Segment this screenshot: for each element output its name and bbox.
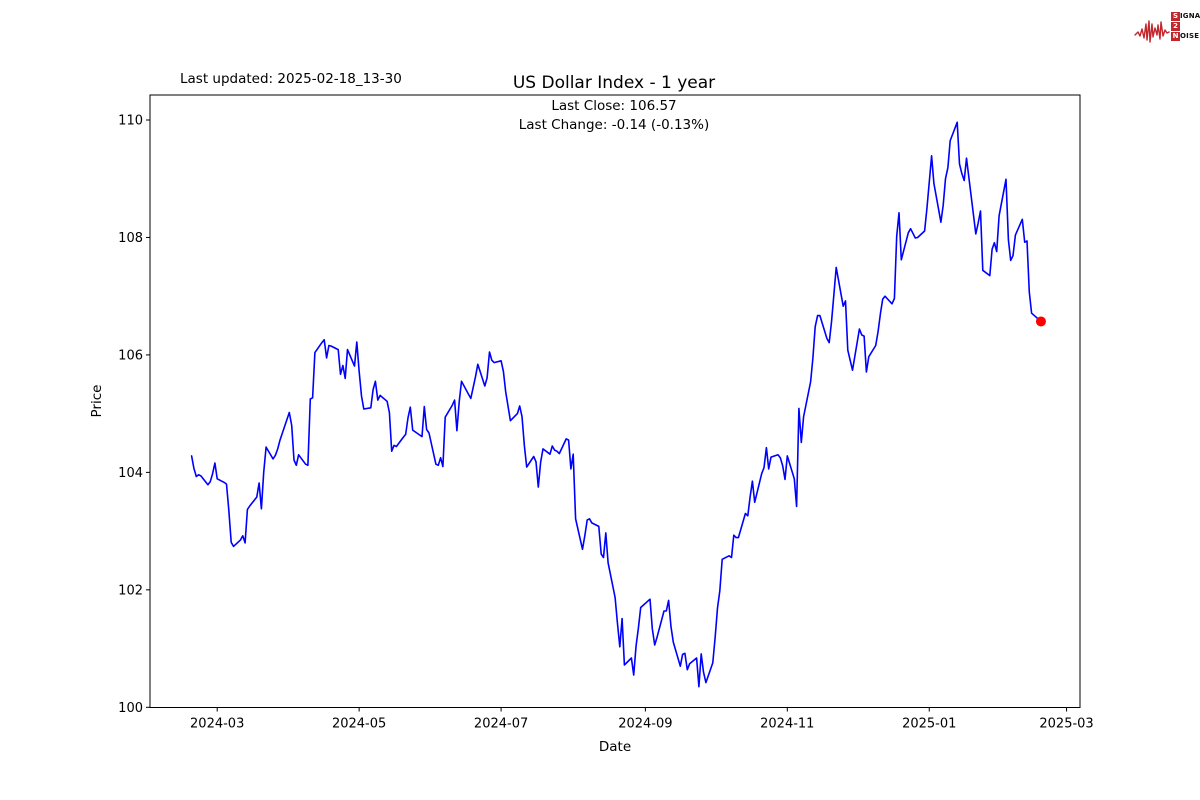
- logo-letter-2: 2: [1171, 21, 1180, 31]
- x-tick-label: 2024-03: [190, 717, 244, 732]
- chart-title: US Dollar Index - 1 year: [513, 73, 715, 93]
- logo-rest-ignal: IGNAL: [1180, 11, 1200, 20]
- x-tick-label: 2024-05: [332, 717, 386, 732]
- y-tick-label: 100: [118, 701, 143, 716]
- logo-row-2: 2: [1171, 21, 1200, 31]
- axes-frame: [149, 94, 1081, 708]
- logo-letter-s: S: [1171, 11, 1180, 21]
- signal2noise-logo: S IGNAL 2 N OISE: [1134, 4, 1200, 48]
- waveform-icon: [1134, 20, 1170, 43]
- subtitle-last-change: Last Change: -0.14 (-0.13%): [519, 117, 709, 133]
- logo-row-signal: S IGNAL: [1171, 11, 1200, 21]
- logo-letter-n: N: [1171, 31, 1180, 41]
- logo-rest-oise: OISE: [1180, 31, 1200, 40]
- logo-text: S IGNAL 2 N OISE: [1171, 11, 1200, 41]
- x-axis-label: Date: [599, 739, 631, 755]
- price-line: [190, 121, 1042, 688]
- y-tick-label: 102: [118, 583, 143, 598]
- y-tick-label: 108: [118, 231, 143, 246]
- x-tick-label: 2024-09: [618, 717, 672, 732]
- x-tick-label: 2025-01: [902, 717, 956, 732]
- x-tick-label: 2024-11: [760, 717, 814, 732]
- x-tick-label: 2025-03: [1039, 717, 1093, 732]
- x-tick-label: 2024-07: [474, 717, 528, 732]
- last-close-marker: [1035, 316, 1046, 327]
- y-tick-label: 104: [118, 466, 143, 481]
- subtitle-last-close: Last Close: 106.57: [551, 98, 676, 114]
- y-axis-label: Price: [89, 385, 105, 418]
- logo-row-noise: N OISE: [1171, 31, 1200, 41]
- last-updated-label: Last updated: 2025-02-18_13-30: [180, 71, 402, 87]
- plot-area: 100 102 104 106 108 110 2024-03 2024-05 2024-07 2…: [118, 94, 1094, 732]
- y-tick-label: 106: [118, 348, 143, 363]
- y-tick-label: 110: [118, 114, 143, 129]
